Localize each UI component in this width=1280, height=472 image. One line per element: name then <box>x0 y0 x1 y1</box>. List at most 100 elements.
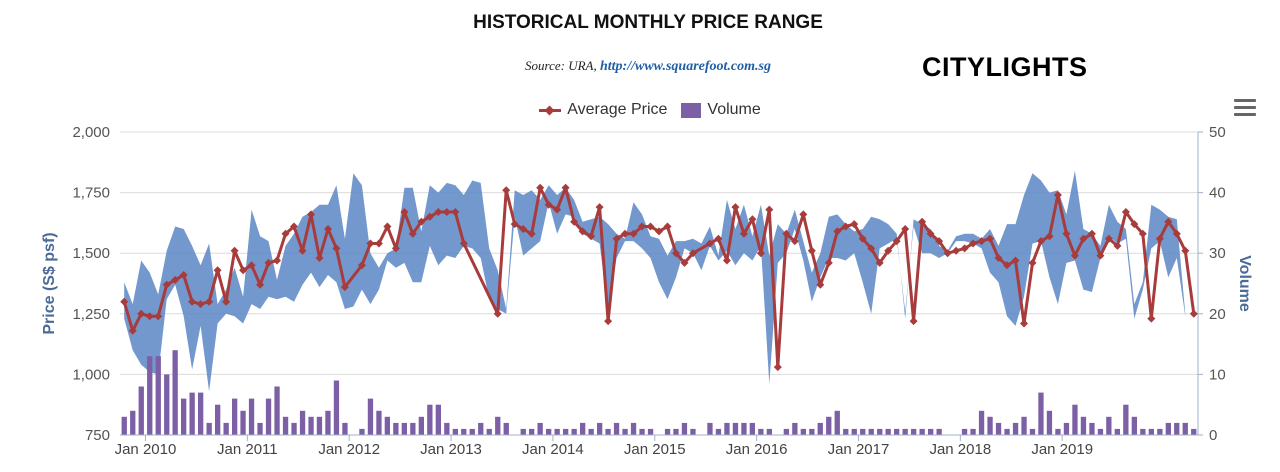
average-price-point <box>145 312 154 321</box>
average-price-point <box>901 225 910 233</box>
volume-bar <box>580 422 586 435</box>
volume-bar <box>800 428 806 435</box>
legend-item-volume[interactable]: Volume <box>681 101 761 119</box>
volume-bar <box>121 416 127 435</box>
average-price-point <box>604 317 613 326</box>
average-price-point <box>247 261 256 270</box>
volume-bar <box>902 428 908 435</box>
y-left-tick-label: 750 <box>85 427 110 444</box>
y-left-tick-label: 1,000 <box>72 366 110 383</box>
volume-bar <box>495 416 501 435</box>
average-price-point <box>561 183 570 192</box>
average-price-point <box>1028 258 1037 267</box>
y-left-tick-label: 1,500 <box>72 245 110 262</box>
average-price-point <box>858 234 867 243</box>
volume-bar <box>1080 416 1087 435</box>
average-price-point <box>1138 229 1147 238</box>
volume-bar <box>299 410 306 435</box>
volume-bar <box>605 428 611 435</box>
y-right-tick-label: 10 <box>1209 366 1226 383</box>
volume-bar <box>724 422 730 435</box>
average-price-point <box>417 217 426 226</box>
average-price-point <box>1003 261 1011 270</box>
volume-bar <box>673 428 679 435</box>
volume-bar <box>834 410 840 435</box>
volume-bar <box>1148 428 1154 435</box>
average-price-point <box>1113 241 1122 250</box>
average-price-point <box>629 229 638 238</box>
volume-bar <box>546 428 552 435</box>
average-price-point <box>875 258 884 267</box>
average-price-point <box>493 309 502 318</box>
volume-bar <box>911 428 917 435</box>
average-price-point <box>638 222 646 231</box>
source-link[interactable]: http://www.squarefoot.com.sg <box>599 59 771 74</box>
volume-bar <box>393 422 399 435</box>
y-right-tick-label: 50 <box>1209 124 1226 141</box>
volume-bar <box>868 428 874 435</box>
volume-bar <box>639 428 645 435</box>
volume-bar <box>427 404 433 435</box>
x-tick-label: Jan 2013 <box>420 441 482 458</box>
volume-bar <box>877 428 883 435</box>
average-price-point <box>867 244 876 253</box>
average-price-point <box>739 229 748 238</box>
average-price-point <box>1062 229 1071 238</box>
y-left-axis-title: Price (S$ psf) <box>41 232 58 334</box>
volume-bar <box>316 416 323 435</box>
average-price-point <box>536 183 545 192</box>
average-price-point <box>672 249 680 258</box>
volume-bar <box>664 428 671 435</box>
chart-title: HISTORICAL MONTHLY PRICE RANGE <box>473 12 823 33</box>
volume-bar <box>1140 428 1146 435</box>
volume-bar <box>622 428 628 435</box>
volume-bar <box>232 398 238 435</box>
volume-bar <box>164 374 170 435</box>
average-price-point <box>680 258 689 267</box>
volume-bar <box>206 422 212 435</box>
average-price-point <box>748 215 757 224</box>
average-price-point <box>909 317 918 326</box>
average-price-point <box>1147 314 1156 323</box>
legend-item-average-price[interactable]: Average Price <box>539 101 667 119</box>
average-price-point <box>782 229 791 238</box>
y-left-tick-label: 1,250 <box>72 306 110 323</box>
average-price-point <box>969 239 978 248</box>
average-price-point <box>222 297 231 306</box>
average-price-point <box>1130 220 1139 229</box>
average-price-point <box>196 300 205 309</box>
volume-bar <box>469 428 475 435</box>
volume-bar <box>147 356 153 435</box>
average-price-point <box>425 212 434 221</box>
project-name: CITYLIGHTS <box>922 52 1088 82</box>
volume-bar <box>435 404 441 435</box>
average-price-point <box>1155 234 1164 243</box>
volume-bar <box>410 422 416 435</box>
price-range-band <box>124 170 1186 392</box>
volume-bar <box>783 428 789 435</box>
legend-label-volume: Volume <box>707 101 761 118</box>
average-price-point <box>833 227 842 236</box>
average-price-point <box>256 280 265 289</box>
average-price-point <box>281 229 290 238</box>
average-price-point <box>1053 191 1062 199</box>
x-tick-label: Jan 2014 <box>522 441 584 458</box>
volume-bar <box>308 416 314 435</box>
volume-bar <box>223 422 229 435</box>
average-price-point <box>612 234 621 243</box>
hamburger-menu-icon[interactable] <box>1234 99 1256 117</box>
average-price-point <box>1079 234 1088 243</box>
volume-bar <box>809 428 815 435</box>
average-price-point <box>442 208 451 216</box>
average-price-point <box>502 186 511 195</box>
x-tick-label: Jan 2011 <box>217 441 278 458</box>
average-price-point <box>527 229 536 238</box>
y-right-tick-label: 0 <box>1209 427 1217 444</box>
volume-bar <box>282 416 289 435</box>
volume-bar <box>995 422 1002 435</box>
volume-bar <box>843 428 849 435</box>
volume-bar <box>215 404 221 435</box>
volume-bar <box>257 422 263 435</box>
volume-bar <box>681 422 688 435</box>
volume-bar <box>529 428 535 435</box>
